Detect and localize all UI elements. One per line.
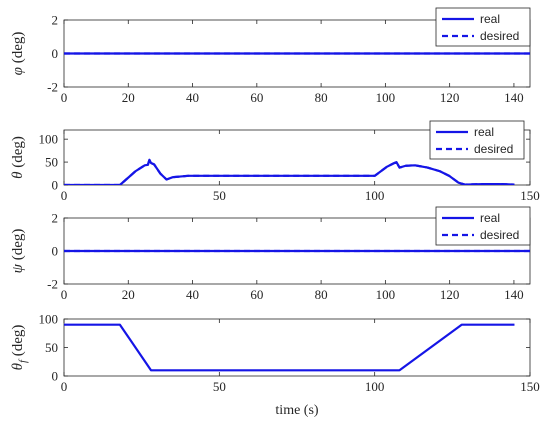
y-tick-label: -2 <box>47 277 58 292</box>
x-tick-label: 120 <box>440 90 460 105</box>
x-tick-label: 0 <box>61 379 68 394</box>
y-axis-label-unit: (deg) <box>10 229 26 264</box>
x-tick-label: 80 <box>315 90 328 105</box>
legend-label-real: real <box>474 125 494 139</box>
y-axis-label-subscript: f <box>17 358 29 363</box>
legend: real desired <box>429 120 525 160</box>
y-axis-label-unit: (deg) <box>10 32 26 67</box>
x-tick-label: 0 <box>61 287 68 302</box>
subplot-4: 0 50 100 150 0 50 100 θf (deg) <box>10 312 540 395</box>
legend-label-desired: desired <box>480 29 519 43</box>
x-tick-label: 120 <box>440 287 460 302</box>
y-tick-label: 50 <box>45 155 58 170</box>
y-tick-label: 100 <box>39 312 59 327</box>
x-tick-label: 50 <box>213 379 226 394</box>
y-tick-label: -2 <box>47 80 58 95</box>
x-tick-label: 60 <box>250 90 263 105</box>
legend-label-real: real <box>480 12 500 26</box>
y-axis-label-symbol: ψ <box>10 263 26 273</box>
x-axis-label: time (s) <box>275 403 318 418</box>
x-tick-label: 60 <box>250 287 263 302</box>
x-tick-label: 20 <box>122 90 135 105</box>
x-tick-label: 80 <box>315 287 328 302</box>
legend-box <box>429 120 525 160</box>
y-tick-label: 0 <box>52 46 59 61</box>
legend: real desired <box>435 206 531 246</box>
x-tick-label: 100 <box>365 188 385 203</box>
x-tick-label: 140 <box>504 90 524 105</box>
y-axis-label: θf (deg) <box>10 325 29 371</box>
y-axis-label-unit: (deg) <box>10 325 26 360</box>
legend: real desired <box>435 7 531 47</box>
x-tick-label: 100 <box>376 90 396 105</box>
x-tick-label: 0 <box>61 188 68 203</box>
series-line-series0 <box>64 323 515 372</box>
plot-area <box>63 318 531 377</box>
x-tick-label: 100 <box>376 287 396 302</box>
y-tick-label: 2 <box>52 13 59 28</box>
x-tick-label: 40 <box>186 90 199 105</box>
y-axis-label: θ (deg) <box>10 136 26 179</box>
y-tick-label: 0 <box>52 369 59 384</box>
x-tick-label: 0 <box>61 90 68 105</box>
subplot-2: 0 50 100 150 0 50 100 θ (deg) real desired <box>10 120 540 203</box>
x-tick-label: 50 <box>213 188 226 203</box>
y-tick-label: 100 <box>39 132 59 147</box>
y-axis-label-unit: (deg) <box>10 136 26 171</box>
x-tick-label: 150 <box>520 379 540 394</box>
series-line-desired <box>64 158 515 185</box>
x-tick-label: 150 <box>520 188 540 203</box>
y-axis-label-symbol: θ <box>10 362 26 370</box>
legend-box <box>435 206 531 246</box>
y-tick-label: 50 <box>45 340 58 355</box>
x-tick-label: 140 <box>504 287 524 302</box>
y-axis-label-symbol: φ <box>10 67 26 75</box>
legend-label-desired: desired <box>474 142 513 156</box>
x-tick-label: 100 <box>365 379 385 394</box>
y-tick-label: 0 <box>52 178 59 193</box>
legend-label-real: real <box>480 211 500 225</box>
y-axis-label-symbol: θ <box>10 171 26 179</box>
y-axis-label: ψ (deg) <box>10 229 26 274</box>
legend-box <box>435 7 531 47</box>
legend-label-desired: desired <box>480 228 519 242</box>
x-tick-label: 40 <box>186 287 199 302</box>
y-tick-label: 2 <box>52 211 59 226</box>
y-axis-label: φ (deg) <box>10 32 26 76</box>
y-tick-label: 0 <box>52 244 59 259</box>
x-tick-label: 20 <box>122 287 135 302</box>
